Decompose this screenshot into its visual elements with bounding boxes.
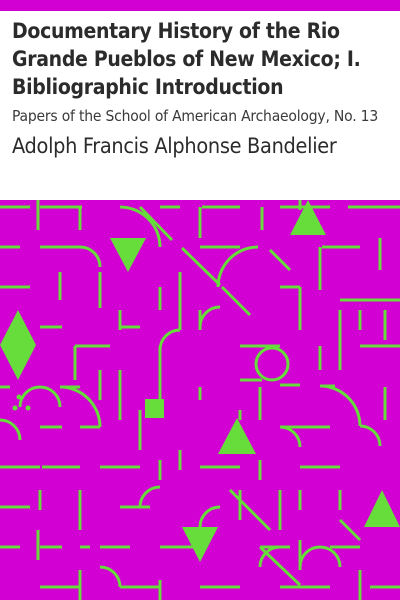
pattern-arc — [319, 384, 362, 427]
pattern-triangle-down — [182, 527, 218, 562]
pattern-line — [0, 200, 82, 230]
pattern-arc — [198, 305, 221, 328]
pattern-line — [40, 570, 400, 600]
cover-header — [0, 11, 400, 200]
pattern-dot — [25, 405, 31, 411]
pattern-diamond — [0, 310, 36, 380]
pattern-arc — [18, 385, 62, 408]
pattern-line — [73, 344, 400, 400]
pattern-ring — [254, 346, 290, 382]
pattern-arc — [298, 545, 342, 568]
cover-pattern — [0, 200, 400, 600]
pattern-square — [145, 399, 164, 418]
pattern-dot — [12, 405, 18, 411]
pattern-arc — [359, 424, 382, 447]
book-series: Papers of the School of American Archaeo… — [12, 107, 378, 125]
pattern-arc — [119, 205, 162, 248]
pattern-line — [280, 285, 400, 330]
pattern-arc — [0, 418, 22, 441]
pattern-arc — [79, 245, 102, 268]
pattern-arc — [279, 425, 302, 448]
pattern-arc — [99, 485, 161, 588]
top-color-strip — [0, 0, 400, 11]
pattern-triangle-down — [110, 238, 146, 272]
pattern-triangle-up — [290, 200, 326, 235]
pattern-triangle-up — [364, 490, 400, 527]
pattern-line — [0, 490, 342, 530]
pattern-arc — [59, 385, 102, 428]
pattern-triangle-up — [218, 418, 256, 454]
pattern-arc — [216, 245, 259, 288]
pattern-arc — [258, 545, 281, 568]
pattern-diagonal — [138, 205, 292, 317]
pattern-arc — [198, 505, 221, 528]
pattern-line — [40, 410, 330, 450]
book-author: Adolph Francis Alphonse Bandelier — [12, 134, 337, 159]
pattern-line — [0, 272, 182, 330]
book-title: Documentary History of the Rio Grande Pu… — [12, 19, 361, 99]
pattern-dot — [16, 394, 22, 400]
pattern-line — [200, 238, 382, 290]
pattern-line — [0, 450, 340, 480]
pattern-arc — [158, 328, 181, 351]
